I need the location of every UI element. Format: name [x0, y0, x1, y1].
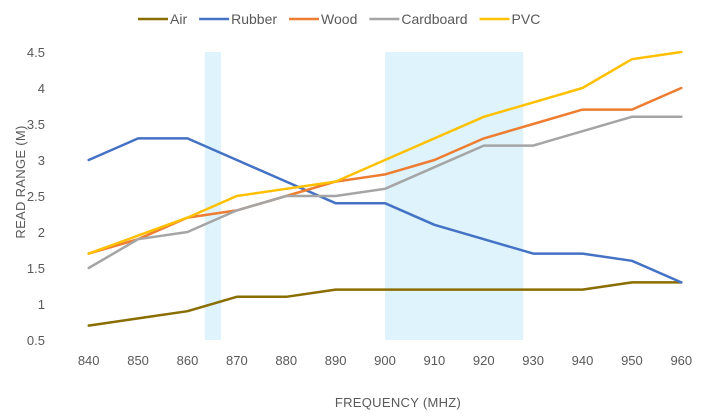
axes: 0.5 1 1.5 2 2.5 3 3.5 4 4.5 840 850 860 870 880 890 900… — [27, 45, 692, 368]
legend-label: Cardboard — [401, 11, 467, 27]
x-tick-label: 860 — [177, 353, 199, 368]
y-tick-label: 4 — [38, 81, 45, 96]
y-axis-title: READ RANGE (M) — [13, 125, 28, 238]
highlight-bands — [204, 52, 524, 340]
y-tick-label: 2 — [38, 225, 45, 240]
legend-label: Air — [170, 11, 187, 27]
x-tick-label: 870 — [226, 353, 248, 368]
x-tick-label: 910 — [424, 353, 446, 368]
y-tick-label: 3.5 — [27, 117, 45, 132]
series-line-air — [87, 281, 683, 327]
y-tick-label: 0.5 — [27, 333, 45, 348]
legend-item-wood: Wood — [289, 11, 357, 27]
x-tick-label: 840 — [78, 353, 100, 368]
x-tick-label: 900 — [374, 353, 396, 368]
x-axis-title: FREQUENCY (MHZ) — [335, 395, 461, 410]
y-tick-label: 2.5 — [27, 189, 45, 204]
legend-item-cardboard: Cardboard — [369, 11, 468, 27]
series-lines — [87, 50, 683, 327]
x-tick-label: 960 — [670, 353, 692, 368]
y-tick-label: 1 — [38, 297, 45, 312]
legend-item-pvc: PVC — [479, 11, 541, 27]
x-tick-label: 880 — [275, 353, 297, 368]
series-line-cardboard — [87, 115, 683, 270]
legend: Air Rubber Wood Cardboard PVC — [138, 11, 540, 27]
x-tick-label: 920 — [473, 353, 495, 368]
highlight-band-2 — [385, 52, 524, 340]
legend-label: Wood — [321, 11, 357, 27]
x-tick-label: 950 — [621, 353, 643, 368]
y-tick-label: 4.5 — [27, 45, 45, 60]
x-tick-label: 850 — [127, 353, 149, 368]
y-tick-label: 1.5 — [27, 261, 45, 276]
legend-label: Rubber — [231, 11, 277, 27]
series-line-pvc — [87, 50, 683, 255]
x-tick-label: 930 — [522, 353, 544, 368]
x-tick-label: 940 — [572, 353, 594, 368]
legend-item-air: Air — [138, 11, 187, 27]
legend-label: PVC — [512, 11, 541, 27]
series-line-rubber — [87, 137, 683, 284]
highlight-band-1 — [204, 52, 222, 340]
y-tick-label: 3 — [38, 153, 45, 168]
x-tick-label: 890 — [325, 353, 347, 368]
legend-item-rubber: Rubber — [199, 11, 277, 27]
